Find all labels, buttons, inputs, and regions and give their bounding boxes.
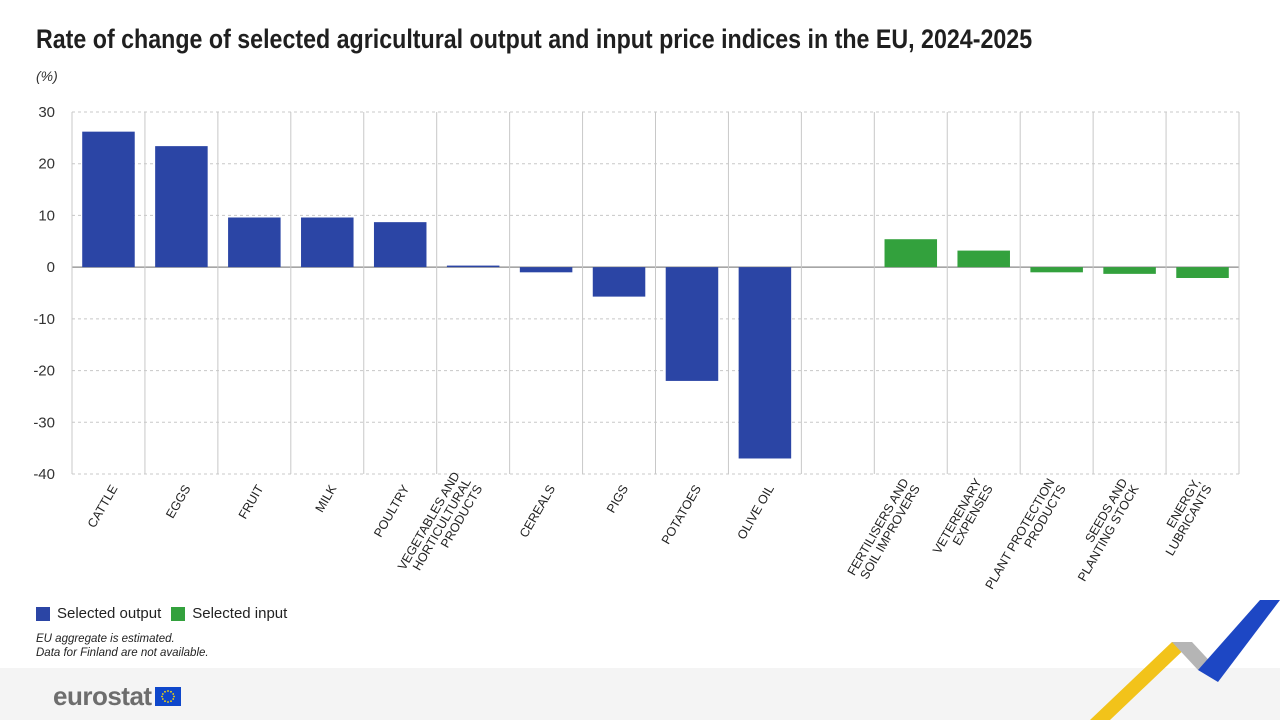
- x-tick-label: CEREALS: [517, 483, 558, 541]
- y-tick-label: -10: [33, 311, 55, 328]
- x-tick-label: ENERGY,LUBRICANTS: [1163, 476, 1215, 558]
- x-tick-label: PIGS: [604, 483, 631, 516]
- bar-input: [1030, 267, 1083, 273]
- bar-output: [228, 217, 281, 268]
- bar-output: [446, 265, 500, 268]
- x-tick-label-line: PLANT PROTECTION: [983, 476, 1058, 592]
- y-tick-label: 0: [47, 259, 55, 276]
- x-tick-label-line: POULTRY: [371, 482, 412, 540]
- legend-label-output: Selected output: [57, 605, 162, 622]
- unit-label: (%): [36, 68, 58, 84]
- bar-input: [957, 250, 1010, 268]
- footnotes: EU aggregate is estimated. Data for Finl…: [36, 632, 209, 660]
- eu-flag-icon: [154, 687, 181, 706]
- x-tick-label-line: FRUIT: [236, 482, 267, 521]
- x-tick-label: MILK: [313, 482, 340, 515]
- y-tick-label: 20: [38, 156, 55, 173]
- y-tick-label: -20: [33, 363, 55, 380]
- bar-input: [1176, 267, 1229, 279]
- x-tick-label: EGGS: [163, 483, 193, 521]
- x-tick-label-line: CEREALS: [517, 483, 558, 541]
- x-tick-label: POULTRY: [371, 482, 412, 540]
- x-tick-label: FRUIT: [236, 482, 267, 521]
- y-tick-label: -40: [33, 466, 55, 483]
- bar-output: [592, 267, 646, 297]
- x-tick-label-line: PIGS: [604, 483, 631, 516]
- footer-bar: [0, 668, 1280, 720]
- legend-item-input: Selected input: [171, 605, 287, 622]
- bar-output: [82, 131, 135, 268]
- x-tick-label-line: POTATOES: [659, 483, 704, 547]
- logo-text: eurostat: [53, 681, 152, 711]
- legend-swatch-output: [36, 606, 50, 621]
- bar-output: [519, 267, 573, 273]
- x-tick-label-line: OLIVE OIL: [735, 482, 777, 541]
- y-tick-label: 30: [38, 104, 55, 121]
- y-tick-label: 10: [38, 207, 55, 224]
- bar-chart: 30 20 10 0 -10 -20 -30 -40 CATTLE EGGS FRUIT MILK PO…: [33, 104, 1240, 592]
- footnote: Data for Finland are not available.: [36, 647, 209, 659]
- x-tick-label-line: MILK: [313, 482, 340, 515]
- bar-output: [373, 222, 427, 268]
- x-tick-label: POTATOES: [659, 483, 704, 547]
- x-tick-label: OLIVE OIL: [735, 482, 777, 541]
- bar-output: [301, 217, 354, 268]
- x-tick-label-line: CATTLE: [85, 483, 121, 531]
- legend-swatch-input: [171, 606, 186, 621]
- legend-item-output: Selected output: [36, 605, 161, 622]
- eurostat-logo: eurostat: [53, 681, 181, 712]
- footnote: EU aggregate is estimated.: [36, 633, 175, 645]
- legend: Selected output Selected input: [36, 605, 297, 622]
- x-tick-label-line: EGGS: [163, 483, 193, 521]
- y-tick-label: -30: [33, 414, 55, 431]
- legend-label-input: Selected input: [192, 605, 288, 622]
- bar-output: [738, 267, 792, 459]
- bar-input: [884, 239, 938, 268]
- bar-output: [155, 146, 208, 268]
- bar-output: [665, 267, 719, 381]
- decorative-ribbon: [1090, 600, 1280, 720]
- chart-title: Rate of change of selected agricultural …: [36, 24, 1033, 54]
- x-tick-label: CATTLE: [85, 483, 121, 531]
- bar-input: [1103, 267, 1156, 274]
